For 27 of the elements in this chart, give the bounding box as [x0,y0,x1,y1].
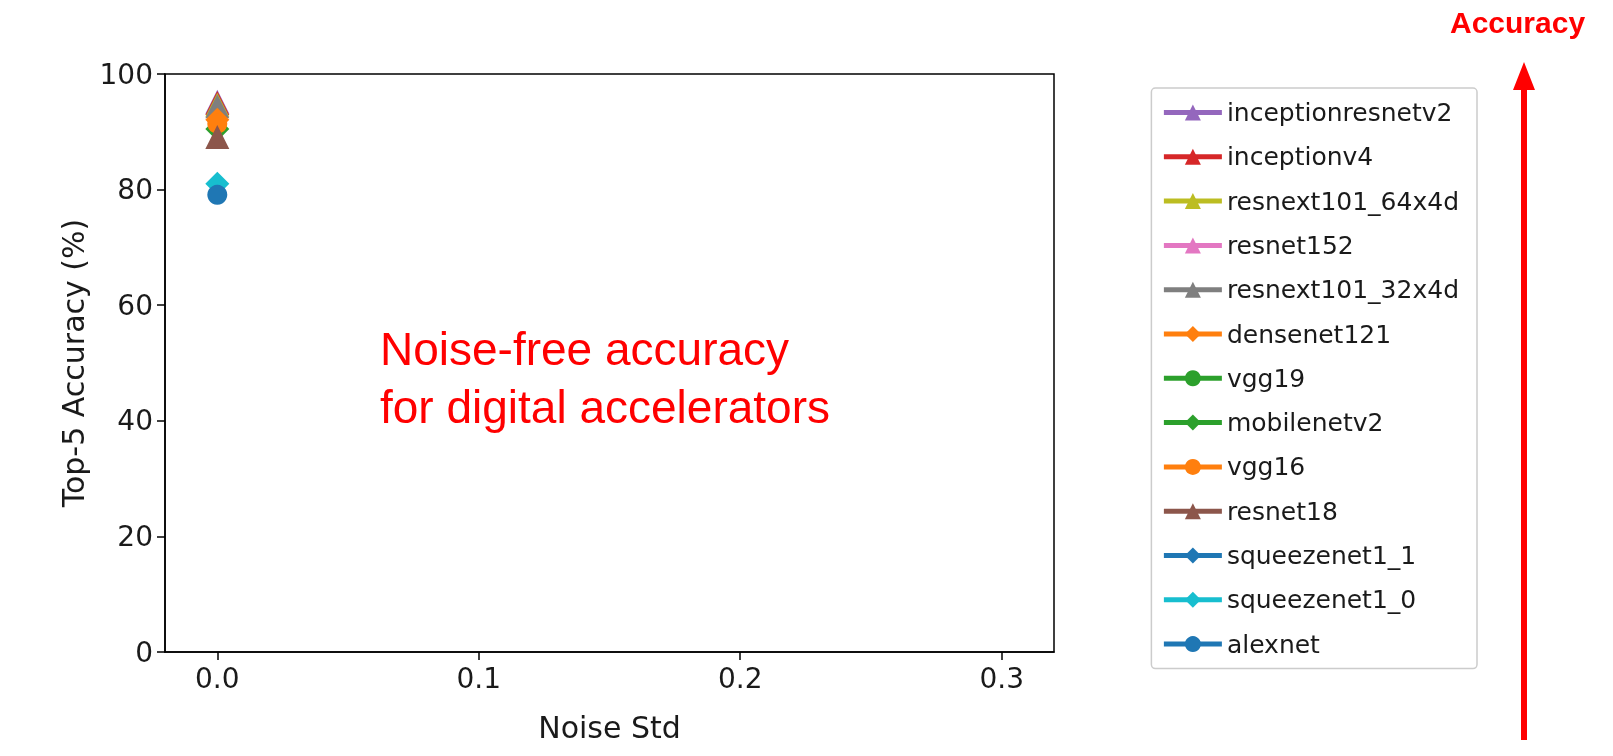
legend-label: densenet121 [1226,319,1392,349]
y-tick-label: 0 [135,635,153,669]
legend-label: inceptionv4 [1226,142,1374,172]
y-tick-label: 20 [117,519,153,553]
legend-label: inceptionresnetv2 [1226,98,1453,127]
x-tick-label: 0.3 [979,661,1024,695]
text: Accuracy [1450,6,1586,40]
x-tick-label: 0.1 [456,661,502,695]
x-tick-label: 0.0 [195,661,240,695]
legend-label: squeezenet1_0 [1226,585,1417,615]
legend-label: mobilenetv2 [1226,408,1384,438]
legend-label: vgg16 [1226,452,1306,482]
legend-label: resnet152 [1226,230,1354,260]
y-tick-label: 60 [117,288,153,322]
legend-label: resnet18 [1226,496,1338,526]
annotation: Noise-free accuracy for digital accelerators [380,322,830,435]
x-axis-title: Noise Std [538,709,681,745]
y-tick-label: 40 [117,404,153,438]
legend-label: alexnet [1226,629,1321,659]
y-axis-title: Top-5 Accuracy (%) [56,218,92,509]
x-tick-label: 0.2 [717,661,763,695]
y-tick-label: 100 [99,57,153,91]
legend-label: squeezenet1_1 [1226,541,1417,570]
y-tick-label: 80 [117,173,153,207]
legend-label: resnext101_64x4d [1226,186,1460,216]
legend-label: resnext101_32x4d [1226,275,1460,305]
legend-label: vgg19 [1226,363,1306,393]
